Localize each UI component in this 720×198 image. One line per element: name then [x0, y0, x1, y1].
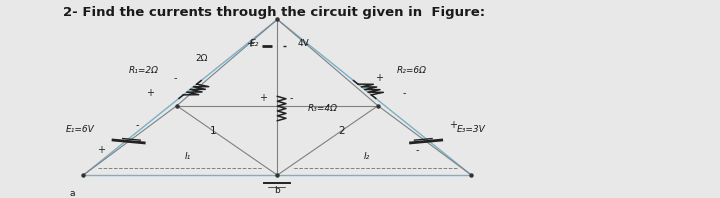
Text: E₂: E₂	[250, 39, 259, 48]
Text: 4V: 4V	[297, 39, 309, 48]
Text: R₂=6Ω: R₂=6Ω	[397, 66, 426, 75]
Text: -: -	[415, 145, 419, 155]
Text: +: +	[449, 120, 457, 130]
Text: +: +	[259, 93, 267, 103]
Text: -: -	[135, 120, 139, 130]
Text: +: +	[375, 73, 383, 83]
Text: -: -	[290, 93, 294, 103]
Text: 2: 2	[338, 126, 346, 136]
Text: 1: 1	[210, 126, 216, 136]
Text: 2Ω: 2Ω	[196, 54, 208, 63]
Text: R₃=4Ω: R₃=4Ω	[307, 104, 338, 113]
Text: +: +	[147, 88, 155, 98]
Text: E₁=6V: E₁=6V	[66, 125, 94, 134]
Text: -: -	[305, 39, 308, 49]
Text: +: +	[97, 145, 105, 155]
Text: E₃=3V: E₃=3V	[457, 125, 486, 134]
Text: -: -	[402, 88, 406, 98]
Text: 2- Find the currents through the circuit given in  Figure:: 2- Find the currents through the circuit…	[63, 6, 485, 19]
Text: b: b	[274, 186, 280, 195]
Text: R₁=2Ω: R₁=2Ω	[128, 66, 158, 75]
Text: I₂: I₂	[364, 152, 370, 161]
Text: a: a	[70, 189, 76, 198]
Text: +: +	[246, 39, 254, 49]
Text: -: -	[174, 73, 177, 83]
Text: I₁: I₁	[184, 152, 191, 161]
